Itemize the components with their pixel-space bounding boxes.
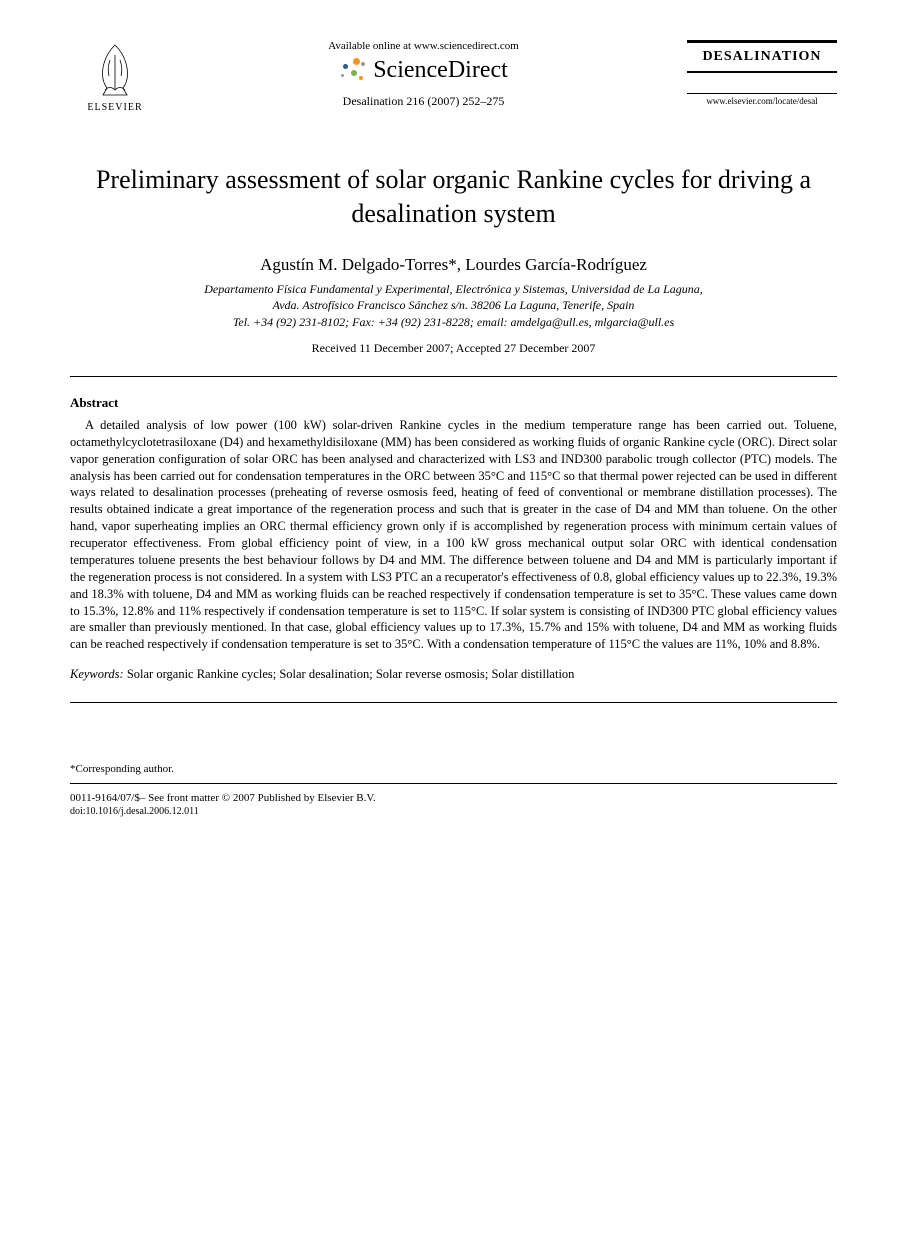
footer-rule [70, 783, 837, 784]
affiliation-line: Departamento Física Fundamental y Experi… [70, 281, 837, 298]
elsevier-label: ELSEVIER [87, 102, 142, 113]
header-center: Available online at www.sciencedirect.co… [160, 40, 687, 109]
journal-top-rule [687, 40, 837, 43]
sciencedirect-dots-icon [339, 56, 367, 84]
available-online-text: Available online at www.sciencedirect.co… [328, 40, 519, 52]
doi-line: doi:10.1016/j.desal.2006.12.011 [70, 806, 837, 817]
authors: Agustín M. Delgado-Torres*, Lourdes Garc… [70, 255, 837, 275]
journal-url: www.elsevier.com/locate/desal [687, 93, 837, 106]
journal-bottom-rule [687, 71, 837, 73]
copyright-line: 0011-9164/07/$– See front matter © 2007 … [70, 792, 837, 804]
sciencedirect-text: ScienceDirect [373, 57, 508, 84]
affiliation-line: Tel. +34 (92) 231-8102; Fax: +34 (92) 23… [70, 314, 837, 331]
keywords-line: Keywords: Solar organic Rankine cycles; … [70, 667, 837, 682]
corresponding-author-note: *Corresponding author. [70, 763, 837, 775]
journal-block: DESALINATION www.elsevier.com/locate/des… [687, 40, 837, 106]
citation-text: Desalination 216 (2007) 252–275 [343, 94, 505, 109]
keywords-label: Keywords: [70, 667, 124, 681]
divider-rule [70, 376, 837, 377]
elsevier-tree-icon [85, 40, 145, 100]
article-title: Preliminary assessment of solar organic … [70, 163, 837, 231]
elsevier-logo-block: ELSEVIER [70, 40, 160, 113]
affiliation: Departamento Física Fundamental y Experi… [70, 281, 837, 331]
journal-name: DESALINATION [687, 49, 837, 65]
affiliation-line: Avda. Astrofísico Francisco Sánchez s/n.… [70, 297, 837, 314]
abstract-body: A detailed analysis of low power (100 kW… [70, 417, 837, 653]
divider-rule [70, 702, 837, 703]
header-row: ELSEVIER Available online at www.science… [70, 40, 837, 113]
sciencedirect-logo: ScienceDirect [339, 56, 508, 84]
abstract-heading: Abstract [70, 395, 837, 411]
keywords-text: Solar organic Rankine cycles; Solar desa… [124, 667, 575, 681]
article-dates: Received 11 December 2007; Accepted 27 D… [70, 341, 837, 356]
